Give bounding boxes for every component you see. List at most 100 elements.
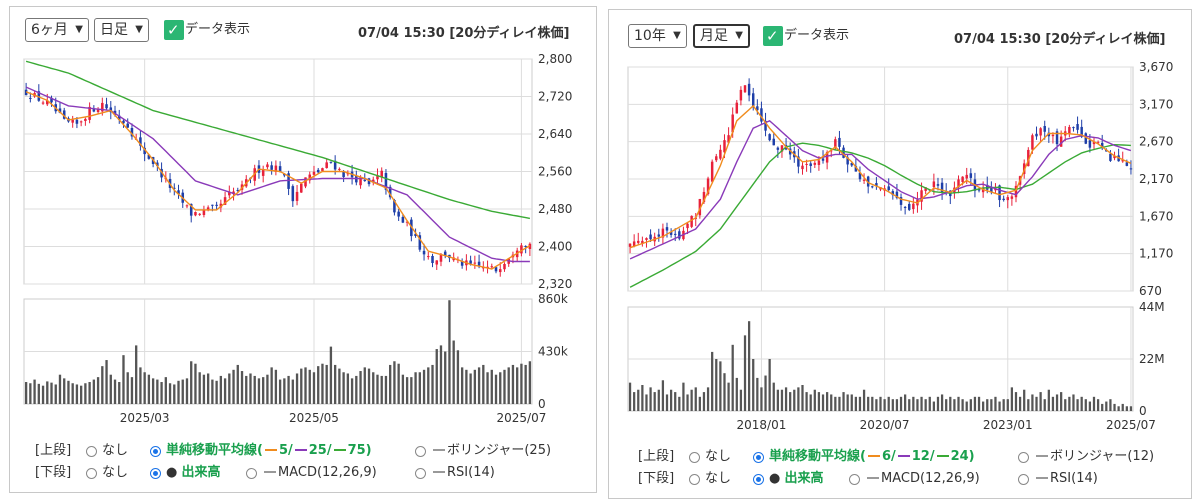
volume-bar — [1047, 389, 1050, 411]
chart-panel-daily: 6ヶ月 ▼ 日足 ▼ ✓ データ表示 07/04 15:30 [20分ディレイ株… — [9, 6, 597, 493]
candle-body — [912, 203, 915, 210]
data-display-checkbox[interactable]: ✓ — [164, 20, 184, 40]
volume-bar — [206, 373, 210, 404]
volume-bar — [71, 383, 74, 404]
upper-bollinger-label: ボリンジャー(25) — [431, 441, 551, 461]
volume-bar — [304, 367, 307, 404]
candle-body — [173, 187, 176, 189]
volume-bar — [752, 359, 755, 411]
volume-bar — [628, 382, 632, 411]
data-display-label: データ表示 — [185, 22, 251, 37]
lower-volume-radio[interactable] — [150, 468, 161, 479]
volume-bar — [101, 366, 104, 404]
volume-bar — [768, 359, 771, 411]
candle-body — [427, 256, 430, 258]
candle-body — [723, 140, 726, 153]
candle-body — [401, 216, 405, 223]
volume-bar — [410, 377, 413, 404]
interval-select[interactable]: 日足 ▼ — [94, 18, 149, 42]
volume-bar — [760, 387, 763, 411]
volume-bar — [1006, 399, 1009, 411]
volume-bar — [363, 367, 366, 404]
lower-volume-radio[interactable] — [753, 474, 764, 485]
volume-bar — [669, 389, 673, 411]
volume-bar — [355, 375, 358, 404]
candle-body — [388, 186, 392, 198]
volume-bar — [270, 367, 273, 404]
candle-body — [661, 228, 665, 238]
candle-body — [270, 165, 273, 170]
lower-label: [下段] — [35, 465, 72, 480]
volume-bar — [854, 396, 857, 411]
candle-body — [875, 183, 878, 186]
candle-body — [797, 156, 800, 167]
upper-none-radio[interactable] — [86, 446, 97, 457]
candle-body — [891, 191, 895, 196]
lower-macd-radio[interactable] — [246, 468, 257, 479]
volume-bar — [641, 385, 644, 411]
candle-body — [739, 89, 743, 101]
candle-body — [862, 179, 866, 181]
candle-body — [846, 157, 849, 165]
lower-none-radio[interactable] — [689, 474, 700, 485]
volume-bar — [969, 399, 972, 411]
candle-body — [342, 171, 345, 177]
ma-long-line — [25, 60, 531, 220]
volume-bar — [435, 349, 438, 404]
volume-bar — [846, 394, 849, 411]
upper-none-radio[interactable] — [689, 452, 700, 463]
lower-rsi-radio[interactable] — [1018, 474, 1029, 485]
volume-bar — [528, 361, 532, 404]
candle-body — [637, 240, 640, 243]
lower-none-radio[interactable] — [86, 468, 97, 479]
volume-bar — [793, 389, 796, 411]
candle-body — [88, 106, 91, 120]
candle-body — [177, 190, 180, 194]
upper-sma-radio[interactable] — [753, 452, 764, 463]
price-tick-label: 1,170 — [1139, 247, 1173, 261]
lower-macd-radio[interactable] — [849, 474, 860, 485]
volume-bar — [350, 378, 354, 404]
candle-body — [1080, 126, 1083, 137]
volume-bar — [469, 373, 472, 404]
candle-body — [367, 178, 371, 185]
volume-bar — [739, 389, 743, 411]
volume-bar — [727, 382, 730, 411]
candle-body — [801, 165, 804, 170]
candle-body — [743, 85, 747, 93]
candle-body — [215, 204, 218, 206]
candle-body — [287, 173, 290, 189]
period-select[interactable]: 10年 ▼ — [628, 24, 687, 48]
volume-bar — [317, 366, 320, 404]
volume-bar — [477, 367, 481, 404]
rsi-text: RSI(14) — [447, 465, 495, 480]
candle-body — [834, 139, 837, 149]
lower-rsi-radio[interactable] — [415, 468, 426, 479]
candle-body — [62, 110, 66, 119]
interval-select[interactable]: 月足 ▼ — [693, 24, 750, 48]
volume-bar — [143, 372, 146, 404]
data-display-checkbox[interactable]: ✓ — [763, 26, 783, 46]
lower-macd-label: MACD(12,26,9) — [865, 469, 980, 489]
period-select[interactable]: 6ヶ月 ▼ — [25, 18, 89, 42]
upper-bollinger-radio[interactable] — [1018, 452, 1029, 463]
upper-sma-radio[interactable] — [150, 446, 161, 457]
volume-bar — [329, 346, 333, 404]
candle-body — [41, 102, 45, 104]
upper-bollinger-radio[interactable] — [415, 446, 426, 457]
price-tick-label: 2,400 — [538, 240, 572, 254]
volume-bar — [834, 396, 837, 411]
ma-mid-swatch — [897, 454, 910, 457]
candle-body — [678, 231, 681, 239]
candle-body — [29, 97, 32, 99]
volume-bar — [780, 389, 784, 411]
candle-body — [291, 186, 295, 202]
sma-period-long: 75) — [347, 443, 372, 458]
candle-body — [1035, 133, 1038, 137]
volume-bar — [817, 392, 821, 411]
price-tick-label: 2,170 — [1139, 172, 1173, 186]
candle-body — [1072, 127, 1075, 129]
volume-bar — [1129, 406, 1133, 411]
volume-bar — [1105, 401, 1108, 411]
candle-body — [1039, 128, 1042, 136]
